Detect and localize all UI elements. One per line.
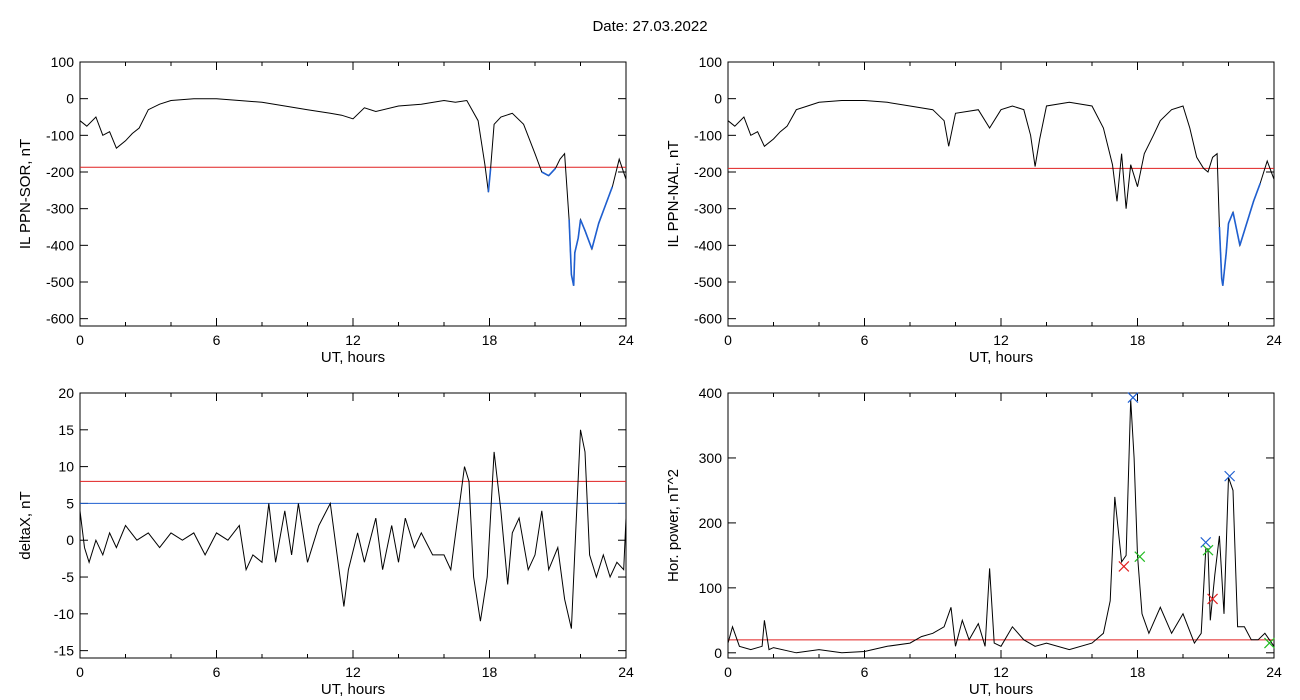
y-axis-label: deltaX, nT [17,491,34,559]
y-tick-label: 300 [699,450,723,466]
y-tick-label: -500 [694,274,722,290]
blue-x-marker [1224,470,1236,482]
highlight-segment [584,230,593,250]
y-tick-label: -300 [46,201,74,217]
highlight-segment [604,186,614,206]
y-tick-label: -600 [694,311,722,327]
y-tick-label: -100 [46,127,74,143]
blue-x-marker [1200,536,1212,548]
x-tick-label: 24 [618,664,634,680]
figure-title: Date: 27.03.2022 [592,18,708,35]
red-x-marker [1207,593,1218,605]
highlight-segment [541,171,550,177]
highlight-segment [1239,223,1248,246]
series-line [727,399,1275,654]
plot-frame-1 [727,61,1275,327]
plot-frame-2 [79,392,627,659]
highlight-segment [574,237,580,253]
x-tick-label: 24 [1266,332,1282,348]
plot-frame-3 [727,392,1275,659]
highlight-segment [572,252,576,286]
y-tick-label: 0 [66,532,74,548]
highlight-segment [548,167,557,177]
y-tick-label: 5 [66,495,74,511]
y-tick-label: 15 [58,422,74,438]
highlight-segment [1245,201,1255,224]
highlight-segment [1232,212,1241,246]
y-tick-label: 20 [58,385,74,401]
green-x-marker [1202,544,1214,556]
highlight-segment [1252,182,1262,202]
x-tick-label: 12 [345,332,361,348]
y-tick-label: 100 [699,580,723,596]
x-tick-label: 6 [861,332,869,348]
x-tick-label: 18 [482,332,498,348]
y-tick-label: -300 [694,201,722,217]
x-tick-label: 12 [993,664,1009,680]
x-tick-label: 6 [213,332,221,348]
y-tick-label: 400 [699,385,723,401]
x-tick-label: 0 [76,332,84,348]
y-tick-label: 10 [58,459,74,475]
x-tick-label: 24 [1266,664,1282,680]
x-tick-label: 18 [482,664,498,680]
y-tick-label: -10 [54,606,74,622]
y-tick-label: 0 [714,645,722,661]
green-x-marker [1264,637,1275,649]
red-x-marker [1118,560,1130,572]
y-tick-label: -5 [62,569,75,585]
plot-frame-0 [79,61,627,327]
y-axis-label: IL PPN-SOR, nT [17,139,34,249]
x-tick-label: 0 [724,664,732,680]
highlight-segment [1227,212,1234,224]
x-tick-label: 0 [76,664,84,680]
x-tick-label: 24 [618,332,634,348]
highlight-segment [568,219,573,275]
y-axis-label: IL PPN-NAL, nT [665,141,682,248]
x-tick-label: 0 [724,332,732,348]
y-tick-label: 100 [51,54,75,70]
y-tick-label: 100 [699,54,723,70]
y-tick-label: -200 [694,164,722,180]
y-tick-label: -500 [46,274,74,290]
highlight-segment [597,204,607,224]
x-axis-label: UT, hours [321,349,385,366]
y-tick-label: -400 [46,237,74,253]
y-axis-label: Hor. power, nT^2 [665,469,682,582]
highlight-segment [1222,252,1228,286]
x-axis-label: UT, hours [969,681,1033,698]
x-tick-label: 12 [993,332,1009,348]
x-tick-label: 18 [1130,332,1146,348]
highlight-segment [1218,226,1223,279]
y-tick-label: 0 [714,91,722,107]
y-tick-label: -15 [54,643,74,659]
green-x-marker [1134,551,1146,563]
highlight-segment [1225,223,1230,253]
series-line [727,100,1275,286]
x-tick-label: 6 [213,664,221,680]
series-line [79,429,627,629]
x-tick-label: 6 [861,664,869,680]
y-tick-label: -600 [46,311,74,327]
y-tick-label: 0 [66,91,74,107]
highlight-segment [591,223,600,250]
x-axis-label: UT, hours [969,349,1033,366]
highlight-segment [577,219,582,239]
y-tick-label: -100 [694,127,722,143]
x-tick-label: 18 [1130,664,1146,680]
y-tick-label: 200 [699,515,723,531]
x-tick-label: 12 [345,664,361,680]
y-tick-label: -200 [46,164,74,180]
highlight-segment [487,168,492,193]
highlight-segment [579,219,586,231]
x-axis-label: UT, hours [321,681,385,698]
y-tick-label: -400 [694,237,722,253]
series-line [79,98,627,286]
blue-x-marker [1127,392,1139,403]
